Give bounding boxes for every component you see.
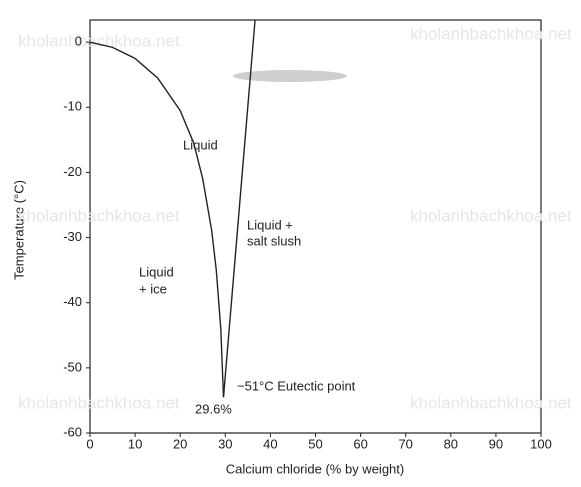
x-tick-label: 30 [218, 436, 232, 451]
y-tick-label: -10 [63, 99, 82, 114]
annotation: + ice [139, 281, 167, 296]
y-axis-title: Temperature (°C) [11, 180, 26, 280]
x-tick-label: 40 [263, 436, 277, 451]
smudge [233, 70, 347, 82]
x-tick-label: 50 [308, 436, 322, 451]
watermark: kholanhbachkhoa.net [18, 393, 180, 412]
watermark: kholanhbachkhoa.net [410, 24, 572, 43]
curve [89, 41, 225, 398]
plot-frame [89, 19, 542, 434]
curve [222, 19, 256, 398]
watermark: kholanhbachkhoa.net [410, 393, 572, 412]
x-axis-title: Calcium chloride (% by weight) [226, 461, 404, 476]
y-tick-label: -20 [63, 164, 82, 179]
y-tick-label: -50 [63, 359, 82, 374]
y-tick-label: 0 [75, 34, 82, 49]
annotation: Liquid + [247, 217, 293, 232]
annotation: Liquid [183, 137, 218, 152]
annotation: Liquid [139, 264, 174, 279]
y-tick-label: -40 [63, 294, 82, 309]
watermark: kholanhbachkhoa.net [18, 31, 180, 50]
annotation: −51°C Eutectic point [237, 378, 356, 393]
x-tick-label: 20 [173, 436, 187, 451]
x-tick-label: 10 [128, 436, 142, 451]
annotation: salt slush [247, 233, 301, 248]
x-tick-label: 70 [398, 436, 412, 451]
y-tick-label: -60 [63, 424, 82, 439]
watermark: kholanhbachkhoa.net [18, 206, 180, 225]
x-tick-label: 0 [86, 436, 93, 451]
x-tick-label: 80 [444, 436, 458, 451]
x-tick-label: 60 [353, 436, 367, 451]
annotation: 29.6% [195, 401, 232, 416]
x-tick-label: 90 [489, 436, 503, 451]
watermark: kholanhbachkhoa.net [410, 206, 572, 225]
y-tick-label: -30 [63, 229, 82, 244]
x-tick-label: 100 [530, 436, 552, 451]
